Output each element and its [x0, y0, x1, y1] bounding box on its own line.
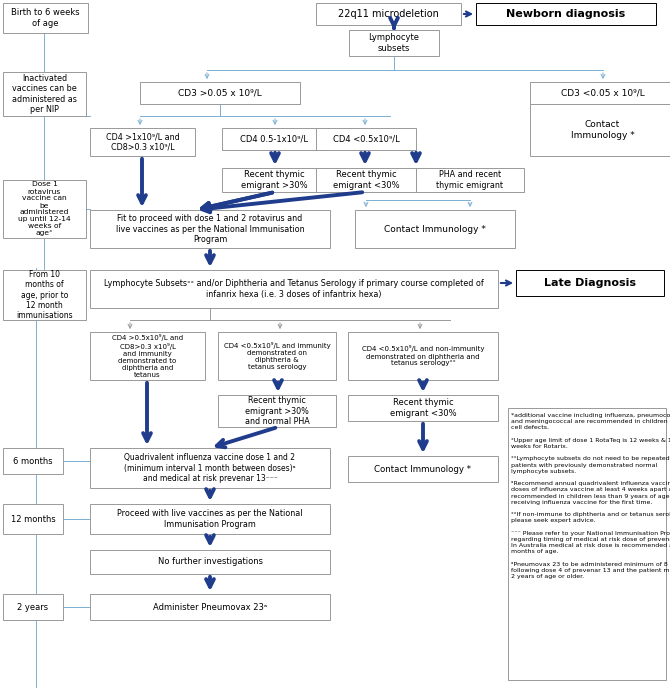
- Text: CD4 >0.5x10⁹/L and
CD8>0.3 x10⁹/L
and immunity
demonstrated to
diphtheria and
te: CD4 >0.5x10⁹/L and CD8>0.3 x10⁹/L and im…: [112, 334, 183, 378]
- FancyBboxPatch shape: [348, 395, 498, 421]
- Text: Recent thymic
emigrant >30%: Recent thymic emigrant >30%: [241, 171, 308, 190]
- FancyBboxPatch shape: [3, 594, 63, 620]
- FancyBboxPatch shape: [218, 395, 336, 427]
- Text: CD3 <0.05 x 10⁹/L: CD3 <0.05 x 10⁹/L: [561, 89, 645, 98]
- FancyBboxPatch shape: [90, 504, 330, 534]
- Text: Lymphocyte Subsetsˣˣ and/or Diphtheria and Tetanus Serology if primary course co: Lymphocyte Subsetsˣˣ and/or Diphtheria a…: [104, 279, 484, 299]
- FancyBboxPatch shape: [90, 210, 330, 248]
- Text: Birth to 6 weeks
of age: Birth to 6 weeks of age: [11, 8, 80, 28]
- FancyBboxPatch shape: [218, 332, 336, 380]
- Text: 12 months: 12 months: [11, 515, 56, 524]
- FancyBboxPatch shape: [348, 332, 498, 380]
- Text: CD4 <0.5x10⁹/L and immunity
demonstrated on
diphtheria &
tetanus serology: CD4 <0.5x10⁹/L and immunity demonstrated…: [224, 342, 330, 370]
- Text: Late Diagnosis: Late Diagnosis: [544, 278, 636, 288]
- Text: Recent thymic
emigrant <30%: Recent thymic emigrant <30%: [390, 398, 456, 418]
- FancyBboxPatch shape: [476, 3, 656, 25]
- FancyBboxPatch shape: [3, 270, 86, 320]
- FancyBboxPatch shape: [90, 594, 330, 620]
- FancyBboxPatch shape: [530, 104, 670, 156]
- FancyBboxPatch shape: [349, 30, 439, 56]
- Text: 6 months: 6 months: [13, 457, 53, 466]
- Text: CD4 <0.5x10⁹/L and non-immunity
demonstrated on diphtheria and
tetanus serologyˣ: CD4 <0.5x10⁹/L and non-immunity demonstr…: [362, 345, 484, 367]
- FancyBboxPatch shape: [348, 456, 498, 482]
- Text: Lymphocyte
subsets: Lymphocyte subsets: [369, 33, 419, 53]
- FancyBboxPatch shape: [3, 72, 86, 116]
- Text: Recent thymic
emigrant >30%
and normal PHA: Recent thymic emigrant >30% and normal P…: [245, 396, 310, 426]
- FancyBboxPatch shape: [516, 270, 664, 296]
- FancyBboxPatch shape: [508, 408, 666, 680]
- Text: No further investigations: No further investigations: [157, 557, 263, 566]
- FancyBboxPatch shape: [3, 504, 63, 534]
- Text: Dose 1
rotavirus
vaccine can
be
administered
up until 12-14
weeks of
ageˣ: Dose 1 rotavirus vaccine can be administ…: [18, 182, 71, 237]
- Text: Newborn diagnosis: Newborn diagnosis: [507, 9, 626, 19]
- FancyBboxPatch shape: [530, 82, 670, 104]
- Text: CD4 >1x10⁹/L and
CD8>0.3 x10⁹/L: CD4 >1x10⁹/L and CD8>0.3 x10⁹/L: [106, 132, 180, 151]
- Text: 2 years: 2 years: [17, 603, 48, 612]
- FancyBboxPatch shape: [316, 168, 416, 192]
- FancyBboxPatch shape: [90, 448, 330, 488]
- FancyBboxPatch shape: [416, 168, 524, 192]
- Text: Contact
Immunology *: Contact Immunology *: [571, 120, 634, 140]
- FancyBboxPatch shape: [140, 82, 300, 104]
- Text: Proceed with live vaccines as per the National
Immunisation Program: Proceed with live vaccines as per the Na…: [117, 509, 303, 528]
- FancyBboxPatch shape: [90, 270, 498, 308]
- Text: *additional vaccine including influenza, pneumococcal
and meningococcal are reco: *additional vaccine including influenza,…: [511, 413, 670, 579]
- FancyBboxPatch shape: [222, 168, 327, 192]
- FancyBboxPatch shape: [3, 448, 63, 474]
- Text: PHA and recent
thymic emigrant: PHA and recent thymic emigrant: [436, 171, 503, 190]
- Text: Contact Immunology *: Contact Immunology *: [375, 464, 472, 473]
- FancyBboxPatch shape: [222, 128, 327, 150]
- FancyBboxPatch shape: [316, 3, 461, 25]
- Text: 22q11 microdeletion: 22q11 microdeletion: [338, 9, 439, 19]
- FancyBboxPatch shape: [90, 128, 195, 156]
- FancyBboxPatch shape: [90, 332, 205, 380]
- Text: Recent thymic
emigrant <30%: Recent thymic emigrant <30%: [333, 171, 399, 190]
- Text: Contact Immunology *: Contact Immunology *: [384, 224, 486, 233]
- Text: CD3 >0.05 x 10⁹/L: CD3 >0.05 x 10⁹/L: [178, 89, 262, 98]
- FancyBboxPatch shape: [3, 3, 88, 33]
- Text: Fit to proceed with dose 1 and 2 rotavirus and
live vaccines as per the National: Fit to proceed with dose 1 and 2 rotavir…: [116, 214, 304, 244]
- Text: CD4 <0.5x10⁹/L: CD4 <0.5x10⁹/L: [332, 134, 399, 144]
- FancyBboxPatch shape: [316, 128, 416, 150]
- Text: From 10
months of
age, prior to
12 month
immunisations: From 10 months of age, prior to 12 month…: [16, 270, 73, 321]
- Text: Inactivated
vaccines can be
administered as
per NIP: Inactivated vaccines can be administered…: [12, 74, 77, 114]
- FancyBboxPatch shape: [355, 210, 515, 248]
- Text: CD4 0.5-1x10⁹/L: CD4 0.5-1x10⁹/L: [241, 134, 308, 144]
- FancyBboxPatch shape: [3, 180, 86, 238]
- Text: Administer Pneumovax 23ᵃ: Administer Pneumovax 23ᵃ: [153, 603, 267, 612]
- Text: Quadrivalent influenza vaccine dose 1 and 2
(minimum interval 1 month between do: Quadrivalent influenza vaccine dose 1 an…: [124, 453, 296, 483]
- FancyBboxPatch shape: [90, 550, 330, 574]
